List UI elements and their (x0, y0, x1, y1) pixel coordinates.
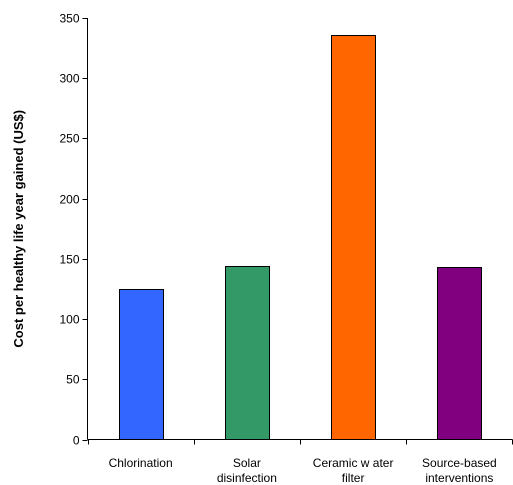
x-axis-ticks (88, 439, 513, 445)
category-label: Source-based (422, 456, 497, 470)
y-tick-label: 100 (59, 313, 79, 327)
category-label: Ceramic w ater (313, 456, 394, 470)
bar (331, 35, 376, 440)
y-tick-label: 200 (59, 193, 79, 207)
y-tick-label: 50 (66, 373, 80, 387)
bars (119, 35, 482, 440)
bar (437, 267, 482, 440)
y-tick-label: 300 (59, 72, 79, 86)
category-label: Chlorination (109, 456, 173, 470)
bar (119, 289, 164, 440)
y-tick-label: 150 (59, 253, 79, 267)
y-tick-label: 250 (59, 132, 79, 146)
y-tick-label: 350 (59, 12, 79, 26)
category-label: filter (342, 471, 365, 485)
category-label: disinfection (217, 471, 277, 485)
bar (225, 266, 270, 440)
y-axis-title: Cost per healthy life year gained (US$) (11, 110, 26, 348)
category-label: Solar (233, 456, 261, 470)
y-tick-label: 0 (73, 434, 80, 448)
category-label: interventions (425, 471, 493, 485)
y-axis-ticks: 0 50 100 150 200 250 300 350 (59, 12, 88, 448)
